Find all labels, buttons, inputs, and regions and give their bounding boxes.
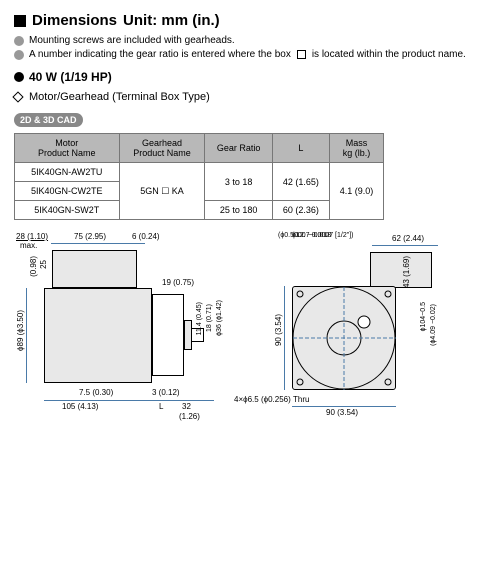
subtitle: Motor/Gearhead (Terminal Box Type) (29, 91, 210, 103)
dim: 105 (4.13) (62, 402, 98, 411)
note-1: Mounting screws are included with gearhe… (14, 35, 486, 46)
dim: 62 (2.44) (392, 234, 424, 243)
front-view: ϕ12.7−0.018 (ϕ0.5000 −0.0007 [1/2"]) 62 … (252, 232, 462, 452)
dim: 6 (0.24) (132, 232, 160, 241)
box-icon (297, 50, 306, 59)
front-circle (292, 286, 396, 390)
power: 40 W (1/19 HP) (29, 70, 112, 84)
note-2: A number indicating the gear ratio is en… (14, 49, 486, 60)
spec-table: MotorProduct Name GearheadProduct Name G… (14, 133, 384, 220)
side-view: 28 (1.10) max. 75 (2.95) 6 (0.24) 25 (0.… (14, 232, 244, 452)
dim: ϕ104−0.5 (420, 302, 427, 331)
dim: 25 (39, 260, 48, 269)
dim: 3 (0.12) (152, 388, 180, 397)
dim: 43 (1.69) (402, 256, 411, 288)
note-text: A number indicating the gear ratio is en… (29, 49, 291, 60)
dim: 18 (0.71) (206, 304, 213, 332)
header: Dimensions Unit: mm (in.) (14, 12, 486, 29)
th-mass: Masskg (lb.) (330, 134, 384, 163)
dim: 11.4 (0.45) (196, 302, 203, 335)
square-icon (14, 15, 26, 27)
dim: 7.5 (0.30) (79, 388, 113, 397)
dim: 75 (2.95) (74, 232, 106, 241)
dim: ϕ36 (ϕ1.42) (216, 300, 223, 336)
unit: Unit: mm (in.) (123, 12, 220, 29)
cell: 42 (1.65) (272, 163, 329, 201)
diamond-icon (12, 91, 23, 102)
dim: (ϕ4.09 −0.02) (430, 304, 437, 346)
dim: 28 (1.10) (16, 232, 48, 241)
note-text: Mounting screws are included with gearhe… (29, 35, 235, 46)
dim: (ϕ0.5000 −0.0007 [1/2"]) (278, 232, 354, 239)
note-text-b: is located within the product name. (312, 49, 466, 60)
cad-badge: 2D & 3D CAD (14, 113, 83, 127)
dim: (1.26) (179, 412, 200, 421)
cell: 60 (2.36) (272, 201, 329, 220)
terminal-box (52, 250, 137, 288)
dim: 90 (3.54) (326, 408, 358, 417)
title: Dimensions (32, 12, 117, 29)
gearhead-body (152, 294, 184, 376)
dim: max. (20, 241, 37, 250)
dim: (0.98) (29, 256, 38, 277)
th-gearhead: GearheadProduct Name (119, 134, 205, 163)
bullet-icon (14, 50, 24, 60)
dim: L (159, 402, 163, 411)
flange-ring (184, 320, 192, 350)
cell: 5IK40GN-SW2T (15, 201, 120, 220)
drawings: 28 (1.10) max. 75 (2.95) 6 (0.24) 25 (0.… (14, 232, 486, 452)
terminal-front (370, 252, 432, 288)
bullet-icon (14, 72, 24, 82)
cell: 3 to 18 (205, 163, 272, 201)
dim: 19 (0.75) (162, 278, 194, 287)
bullet-icon (14, 36, 24, 46)
dim: ϕ89 (ϕ3.50) (16, 310, 25, 351)
dim: 32 (182, 402, 191, 411)
motor-body-main (44, 288, 152, 383)
th-motor: MotorProduct Name (15, 134, 120, 163)
power-row: 40 W (1/19 HP) (14, 70, 486, 84)
cell: 5IK40GN-CW2TE (15, 182, 120, 201)
cell: 4.1 (9.0) (330, 163, 384, 220)
cell: 25 to 180 (205, 201, 272, 220)
dim: 4×ϕ6.5 (ϕ0.256) Thru (234, 395, 309, 404)
subtitle-row: Motor/Gearhead (Terminal Box Type) (14, 91, 486, 103)
cell: 5IK40GN-AW2TU (15, 163, 120, 182)
cell: 5GN ☐ KA (119, 163, 205, 220)
dim: 90 (3.54) (274, 314, 283, 346)
th-l: L (272, 134, 329, 163)
th-ratio: Gear Ratio (205, 134, 272, 163)
